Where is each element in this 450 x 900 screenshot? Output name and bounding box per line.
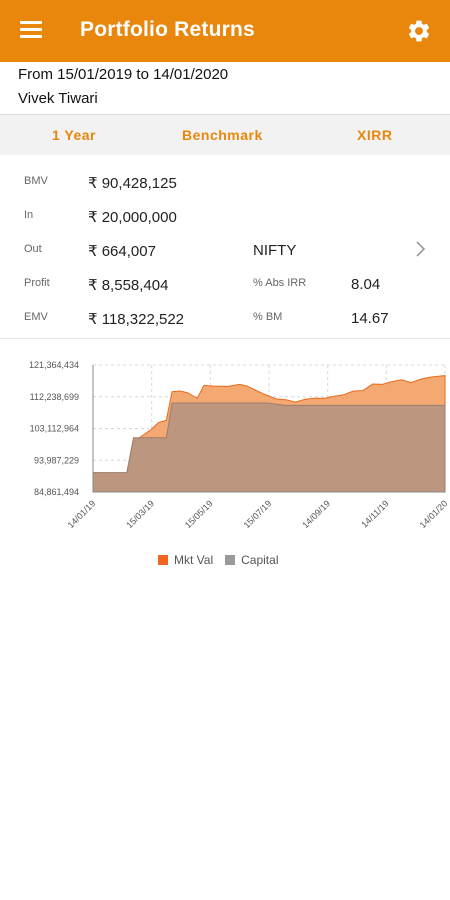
bm-value: 14.67 bbox=[351, 310, 389, 327]
emv-value: ₹ 118,322,522 bbox=[88, 311, 185, 328]
benchmark-name[interactable]: NIFTY bbox=[253, 242, 297, 259]
x-tick-label: 15/03/19 bbox=[124, 498, 156, 530]
legend-item-mkt-val: Mkt Val bbox=[158, 553, 213, 567]
portfolio-chart: 121,364,434 112,238,699 103,112,964 93,987,… bbox=[29, 360, 450, 530]
out-value: ₹ 664,007 bbox=[88, 243, 156, 260]
gear-icon[interactable] bbox=[406, 18, 432, 44]
x-tick-label: 14/11/19 bbox=[359, 498, 390, 529]
legend-swatch-capital bbox=[225, 555, 236, 565]
divider bbox=[0, 114, 450, 115]
y-tick-label: 84,861,494 bbox=[34, 487, 79, 497]
x-tick-label: 14/01/19 bbox=[66, 498, 98, 530]
profit-label: Profit bbox=[24, 277, 50, 289]
hamburger-menu-icon[interactable] bbox=[20, 21, 42, 41]
chevron-right-icon[interactable] bbox=[414, 240, 426, 258]
x-tick-label: 14/09/19 bbox=[300, 498, 332, 530]
profit-value: ₹ 8,558,404 bbox=[88, 277, 169, 294]
y-tick-label: 112,238,699 bbox=[30, 392, 79, 402]
divider bbox=[0, 338, 450, 339]
legend-swatch-mkt-val bbox=[158, 555, 168, 565]
x-tick-label: 14/01/20 bbox=[418, 498, 450, 530]
abs-irr-label: % Abs IRR bbox=[253, 277, 307, 289]
out-label: Out bbox=[24, 243, 42, 255]
tab-bar: 1 Year Benchmark XIRR bbox=[0, 115, 450, 155]
y-tick-label: 121,364,434 bbox=[29, 360, 79, 370]
emv-label: EMV bbox=[24, 311, 48, 323]
in-value: ₹ 20,000,000 bbox=[88, 209, 177, 226]
x-tick-label: 15/07/19 bbox=[242, 498, 274, 530]
chart-legend: Mkt Val Capital bbox=[158, 553, 290, 567]
y-tick-label: 103,112,964 bbox=[30, 424, 79, 434]
user-name: Vivek Tiwari bbox=[18, 90, 98, 107]
bmv-value: ₹ 90,428,125 bbox=[88, 175, 177, 192]
capital-area bbox=[92, 402, 446, 493]
tab-1-year[interactable]: 1 Year bbox=[52, 127, 97, 143]
tab-xirr[interactable]: XIRR bbox=[357, 127, 393, 143]
bmv-label: BMV bbox=[24, 175, 48, 187]
abs-irr-value: 8.04 bbox=[351, 276, 381, 293]
app-bar: Portfolio Returns bbox=[0, 0, 450, 62]
date-range: From 15/01/2019 to 14/01/2020 bbox=[18, 66, 229, 83]
y-tick-label: 93,987,229 bbox=[34, 455, 79, 465]
legend-item-capital: Capital bbox=[225, 553, 278, 567]
bm-label: % BM bbox=[253, 311, 283, 323]
tab-benchmark[interactable]: Benchmark bbox=[182, 127, 263, 143]
legend-label-capital: Capital bbox=[241, 553, 279, 567]
legend-label-mkt-val: Mkt Val bbox=[174, 553, 214, 567]
in-label: In bbox=[24, 209, 34, 221]
page-title: Portfolio Returns bbox=[80, 18, 255, 41]
x-tick-label: 15/05/19 bbox=[183, 498, 215, 530]
